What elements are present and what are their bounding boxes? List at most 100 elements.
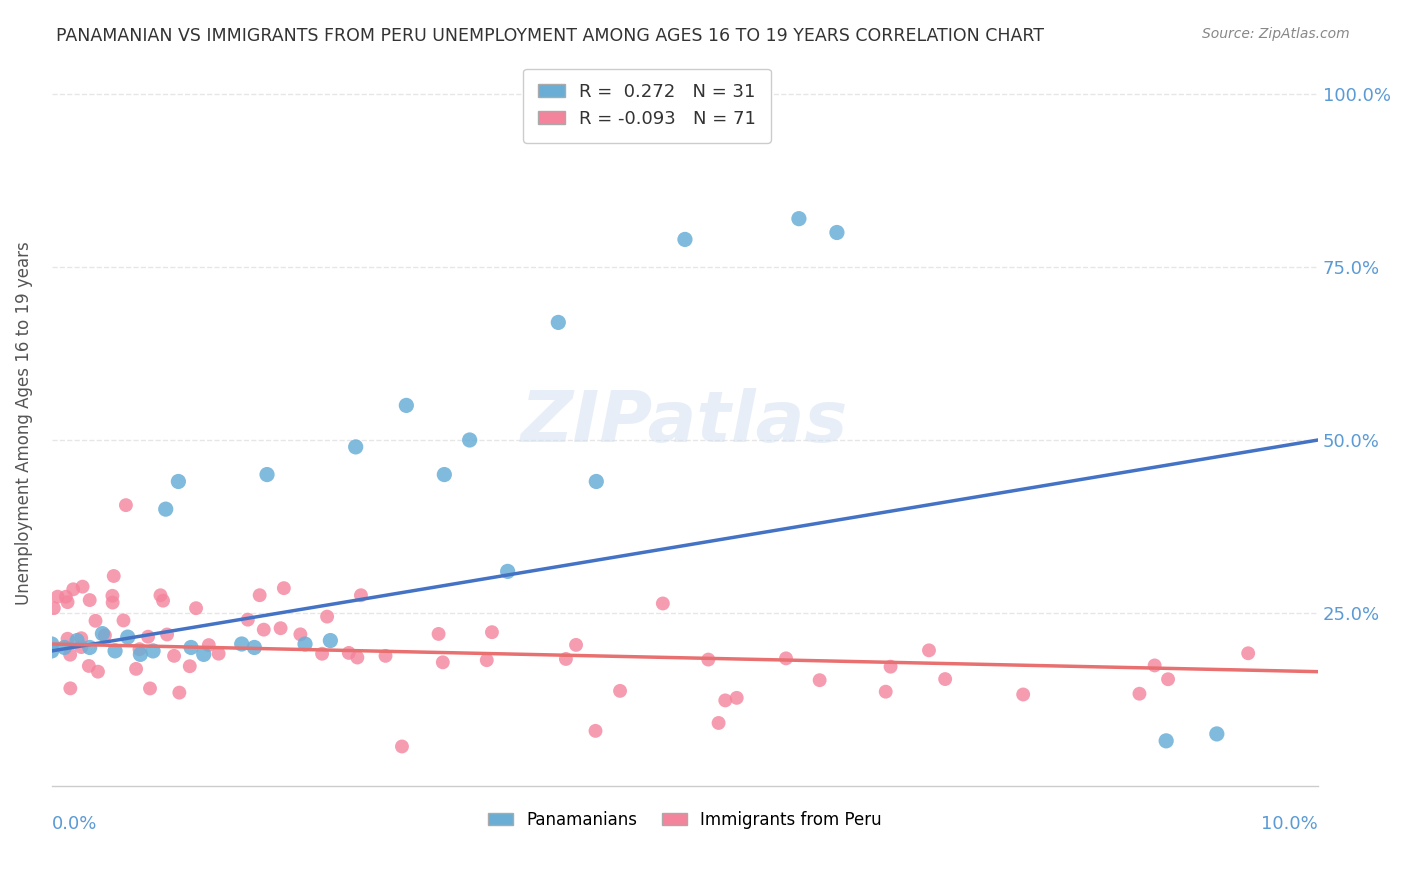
- Point: [79, 640, 101, 655]
- Point: [197, 638, 219, 652]
- Point: [169, 685, 191, 699]
- Point: [1154, 734, 1177, 748]
- Point: [350, 588, 373, 602]
- Point: [129, 648, 152, 662]
- Point: [184, 601, 207, 615]
- Text: Source: ZipAtlas.com: Source: ZipAtlas.com: [1202, 27, 1350, 41]
- Point: [101, 589, 124, 603]
- Point: [117, 630, 139, 644]
- Point: [290, 627, 312, 641]
- Point: [136, 630, 159, 644]
- Point: [243, 640, 266, 655]
- Point: [585, 475, 607, 489]
- Point: [91, 626, 114, 640]
- Point: [152, 593, 174, 607]
- Point: [496, 565, 519, 579]
- Point: [149, 588, 172, 602]
- Point: [316, 609, 339, 624]
- Point: [56, 595, 79, 609]
- Point: [1012, 688, 1035, 702]
- Point: [337, 646, 360, 660]
- Point: [808, 673, 831, 688]
- Point: [391, 739, 413, 754]
- Point: [714, 693, 737, 707]
- Point: [697, 652, 720, 666]
- Point: [879, 659, 901, 673]
- Point: [62, 582, 84, 597]
- Point: [46, 590, 69, 604]
- Point: [651, 597, 673, 611]
- Point: [433, 467, 456, 482]
- Point: [395, 398, 418, 412]
- Point: [104, 644, 127, 658]
- Point: [59, 648, 82, 662]
- Point: [934, 672, 956, 686]
- Point: [94, 628, 117, 642]
- Point: [294, 637, 316, 651]
- Point: [475, 653, 498, 667]
- Point: [84, 614, 107, 628]
- Point: [707, 716, 730, 731]
- Point: [481, 625, 503, 640]
- Y-axis label: Unemployment Among Ages 16 to 19 years: Unemployment Among Ages 16 to 19 years: [15, 241, 32, 605]
- Point: [125, 662, 148, 676]
- Point: [273, 581, 295, 595]
- Point: [346, 650, 368, 665]
- Point: [236, 613, 259, 627]
- Point: [256, 467, 278, 482]
- Point: [787, 211, 810, 226]
- Text: PANAMANIAN VS IMMIGRANTS FROM PERU UNEMPLOYMENT AMONG AGES 16 TO 19 YEARS CORREL: PANAMANIAN VS IMMIGRANTS FROM PERU UNEMP…: [56, 27, 1045, 45]
- Point: [344, 440, 367, 454]
- Point: [319, 633, 342, 648]
- Point: [565, 638, 588, 652]
- Point: [72, 580, 94, 594]
- Text: 10.0%: 10.0%: [1261, 814, 1319, 833]
- Point: [87, 665, 110, 679]
- Point: [66, 633, 89, 648]
- Point: [70, 640, 93, 654]
- Point: [59, 681, 82, 696]
- Point: [155, 502, 177, 516]
- Point: [142, 644, 165, 658]
- Point: [609, 684, 631, 698]
- Point: [725, 690, 748, 705]
- Point: [179, 659, 201, 673]
- Point: [270, 621, 292, 635]
- Point: [193, 648, 215, 662]
- Point: [231, 637, 253, 651]
- Point: [112, 614, 135, 628]
- Legend: Panamanians, Immigrants from Peru: Panamanians, Immigrants from Peru: [481, 805, 889, 836]
- Text: 0.0%: 0.0%: [52, 814, 97, 833]
- Point: [128, 642, 150, 657]
- Point: [249, 588, 271, 602]
- Point: [1205, 727, 1227, 741]
- Point: [1143, 658, 1166, 673]
- Point: [55, 590, 77, 604]
- Point: [775, 651, 797, 665]
- Point: [53, 640, 76, 655]
- Point: [1237, 646, 1260, 660]
- Point: [101, 596, 124, 610]
- Point: [79, 593, 101, 607]
- Point: [115, 498, 138, 512]
- Point: [208, 647, 231, 661]
- Point: [41, 644, 63, 658]
- Point: [432, 655, 454, 669]
- Point: [374, 648, 396, 663]
- Point: [825, 226, 848, 240]
- Point: [103, 569, 125, 583]
- Point: [311, 647, 333, 661]
- Point: [673, 232, 696, 246]
- Point: [41, 637, 63, 651]
- Point: [1157, 672, 1180, 686]
- Point: [875, 684, 897, 698]
- Point: [180, 640, 202, 655]
- Point: [167, 475, 190, 489]
- Point: [555, 652, 578, 666]
- Point: [918, 643, 941, 657]
- Point: [585, 723, 607, 738]
- Point: [70, 631, 93, 645]
- Point: [42, 601, 65, 615]
- Point: [56, 632, 79, 646]
- Point: [427, 627, 450, 641]
